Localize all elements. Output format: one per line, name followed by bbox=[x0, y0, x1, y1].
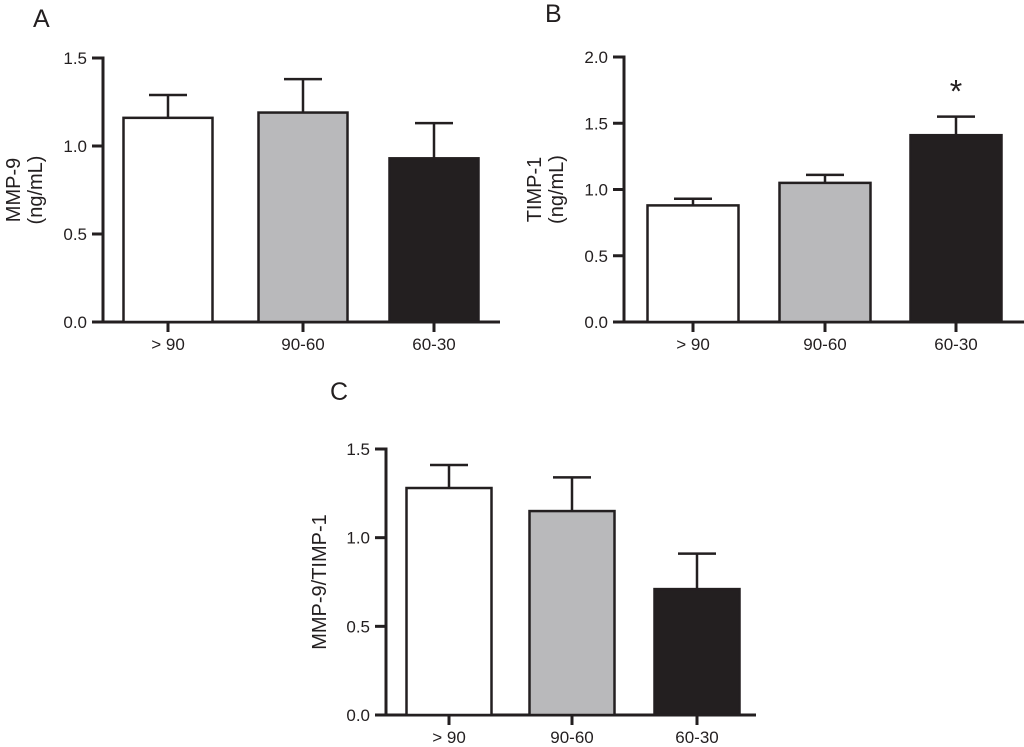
bar-b-1 bbox=[646, 204, 740, 324]
panel-label-b: B bbox=[545, 0, 563, 28]
bar-a-2 bbox=[257, 111, 349, 324]
significance-asterisk-b: * bbox=[950, 74, 962, 110]
category-label-b: > 90 bbox=[676, 335, 710, 354]
y-tick-label-b: 0.5 bbox=[584, 247, 608, 266]
bar-b-2 bbox=[778, 181, 872, 324]
category-label-b: 60-30 bbox=[934, 335, 977, 354]
bar-c-2 bbox=[528, 509, 616, 717]
bar-b-3 bbox=[909, 133, 1003, 324]
y-axis-title-b: TIMP-1(ng/mL) bbox=[524, 155, 568, 224]
category-label-c: 60-30 bbox=[675, 728, 718, 747]
category-label-a: 90-60 bbox=[281, 335, 324, 354]
y-tick-label-c: 0.0 bbox=[346, 706, 370, 725]
category-label-c: 90-60 bbox=[550, 728, 593, 747]
y-tick-label-b: 1.0 bbox=[584, 181, 608, 200]
category-label-b: 90-60 bbox=[803, 335, 846, 354]
y-tick-label-c: 1.0 bbox=[346, 529, 370, 548]
y-tick-label-c: 1.5 bbox=[346, 440, 370, 459]
y-tick-label-c: 0.5 bbox=[346, 617, 370, 636]
category-label-a: 60-30 bbox=[412, 335, 455, 354]
y-tick-label-b: 1.5 bbox=[584, 114, 608, 133]
y-tick-label-a: 0.0 bbox=[63, 313, 87, 332]
y-tick-label-a: 1.0 bbox=[63, 137, 87, 156]
bar-c-1 bbox=[405, 486, 493, 717]
category-label-a: > 90 bbox=[151, 335, 185, 354]
bar-a-1 bbox=[122, 116, 214, 324]
panel-label-c: C bbox=[330, 378, 349, 406]
y-tick-label-b: 2.0 bbox=[584, 48, 608, 67]
y-tick-label-b: 0.0 bbox=[584, 313, 608, 332]
y-axis-title-c: MMP-9/TIMP-1 bbox=[309, 514, 331, 650]
bar-a-3 bbox=[388, 157, 480, 324]
bar-c-3 bbox=[653, 587, 741, 717]
category-label-c: > 90 bbox=[432, 728, 466, 747]
panel-label-a: A bbox=[33, 5, 51, 33]
y-axis-title-a: MMP-9(ng/mL) bbox=[3, 156, 47, 225]
y-tick-label-a: 0.5 bbox=[63, 225, 87, 244]
y-tick-label-a: 1.5 bbox=[63, 49, 87, 68]
